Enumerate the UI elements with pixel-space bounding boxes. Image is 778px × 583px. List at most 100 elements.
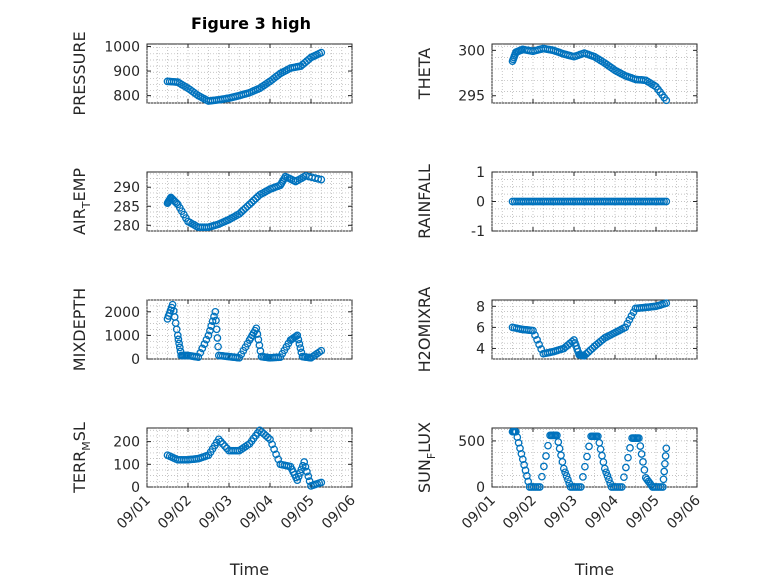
y-tick-label: 0 [476, 195, 485, 211]
data-point [635, 434, 643, 442]
y-tick-label: 1 [476, 165, 485, 181]
data-point [582, 350, 591, 358]
data-point [253, 330, 262, 338]
data-point [173, 331, 182, 340]
y-axis-label: TERRMSL [70, 422, 93, 494]
data-point [533, 335, 541, 344]
data-point [542, 452, 550, 460]
data-point [237, 208, 246, 216]
y-tick-label: 0 [131, 480, 140, 496]
y-tick-label: 6 [476, 320, 485, 336]
data-point [561, 468, 569, 477]
data-point [194, 353, 203, 361]
x-tick-label: 09/02 [500, 493, 540, 533]
data-point [531, 331, 539, 340]
data-point [583, 452, 591, 461]
data-point [585, 442, 593, 451]
data-point [538, 472, 546, 481]
data-point [245, 200, 254, 209]
data-point [535, 483, 544, 491]
y-tick-label: 200 [113, 435, 140, 451]
data-point [251, 194, 260, 203]
data-point [620, 473, 628, 482]
data-point [314, 175, 323, 183]
data-point [621, 323, 630, 332]
data-point [204, 331, 213, 340]
y-axis-label: PRESSURE [70, 31, 89, 115]
data-point [235, 210, 244, 218]
data-point [626, 444, 634, 452]
data-point [268, 440, 276, 449]
data-point [317, 478, 326, 487]
y-tick-label: 0 [476, 480, 485, 496]
data-point [529, 326, 537, 335]
y-tick-label: 4 [476, 341, 485, 357]
x-tick-label: 09/01 [459, 493, 499, 533]
data-point [661, 459, 669, 468]
data-point [622, 463, 630, 472]
y-tick-label: 280 [113, 218, 140, 234]
data-point [294, 472, 303, 481]
data-point [175, 339, 183, 348]
data-point [214, 435, 223, 444]
data-point [249, 196, 258, 205]
data-point [564, 475, 572, 484]
data-point [658, 197, 666, 206]
data-point [317, 346, 326, 355]
x-tick-label: 09/05 [623, 493, 663, 533]
data-point [247, 198, 256, 207]
data-point [662, 197, 671, 206]
subplot-h2omixra: 4 6 8 H2OMIXRA [415, 287, 698, 372]
data-point [576, 483, 585, 491]
data-point [605, 475, 613, 484]
data-point [661, 452, 670, 460]
data-point [293, 476, 302, 485]
data-point [660, 467, 669, 476]
x-axis-label: Time [574, 560, 614, 579]
data-point [196, 348, 205, 357]
data-point [296, 344, 305, 352]
subplot-mixdepth: 0 1000 2000 MIXDEPTH [70, 288, 353, 371]
data-point [206, 326, 214, 335]
y-tick-label: 500 [458, 434, 485, 450]
data-point [537, 345, 546, 353]
y-axis-label: MIXDEPTH [70, 288, 89, 371]
data-point [639, 458, 647, 466]
x-tick-label: 09/02 [155, 493, 195, 533]
data-point [658, 483, 667, 491]
data-point [174, 335, 183, 344]
data-point [295, 340, 304, 348]
data-point [581, 462, 589, 471]
data-point [562, 472, 571, 480]
data-point [212, 325, 221, 334]
data-point [208, 317, 217, 326]
data-point [629, 308, 638, 317]
y-tick-label: 1000 [104, 328, 140, 344]
data-point [218, 440, 227, 448]
data-point [213, 334, 222, 342]
y-tick-label: 8 [476, 299, 485, 315]
x-tick-label: 09/05 [278, 493, 318, 533]
y-axis-label: SUNFLUX [415, 422, 438, 493]
y-tick-label: -1 [471, 224, 485, 240]
x-tick-label: 09/04 [237, 492, 277, 532]
data-point [540, 462, 548, 471]
data-point [662, 444, 671, 453]
data-point [580, 351, 589, 360]
data-point [175, 343, 184, 352]
subplot-sun-flux: 0 500 09/01 09/02 09/03 09/04 09/05 09/06 Time SU… [415, 422, 704, 579]
data-point [625, 315, 634, 324]
x-tick-label: 09/04 [582, 492, 622, 532]
data-point [210, 312, 218, 321]
y-axis-label: RAINFALL [415, 164, 434, 239]
data-point [198, 344, 207, 353]
data-point [602, 468, 610, 477]
data-point [264, 433, 272, 442]
data-point [300, 458, 309, 466]
data-point [600, 464, 609, 473]
data-point [559, 464, 568, 473]
data-point [662, 299, 671, 308]
data-point [243, 202, 252, 211]
data-point [294, 335, 303, 344]
